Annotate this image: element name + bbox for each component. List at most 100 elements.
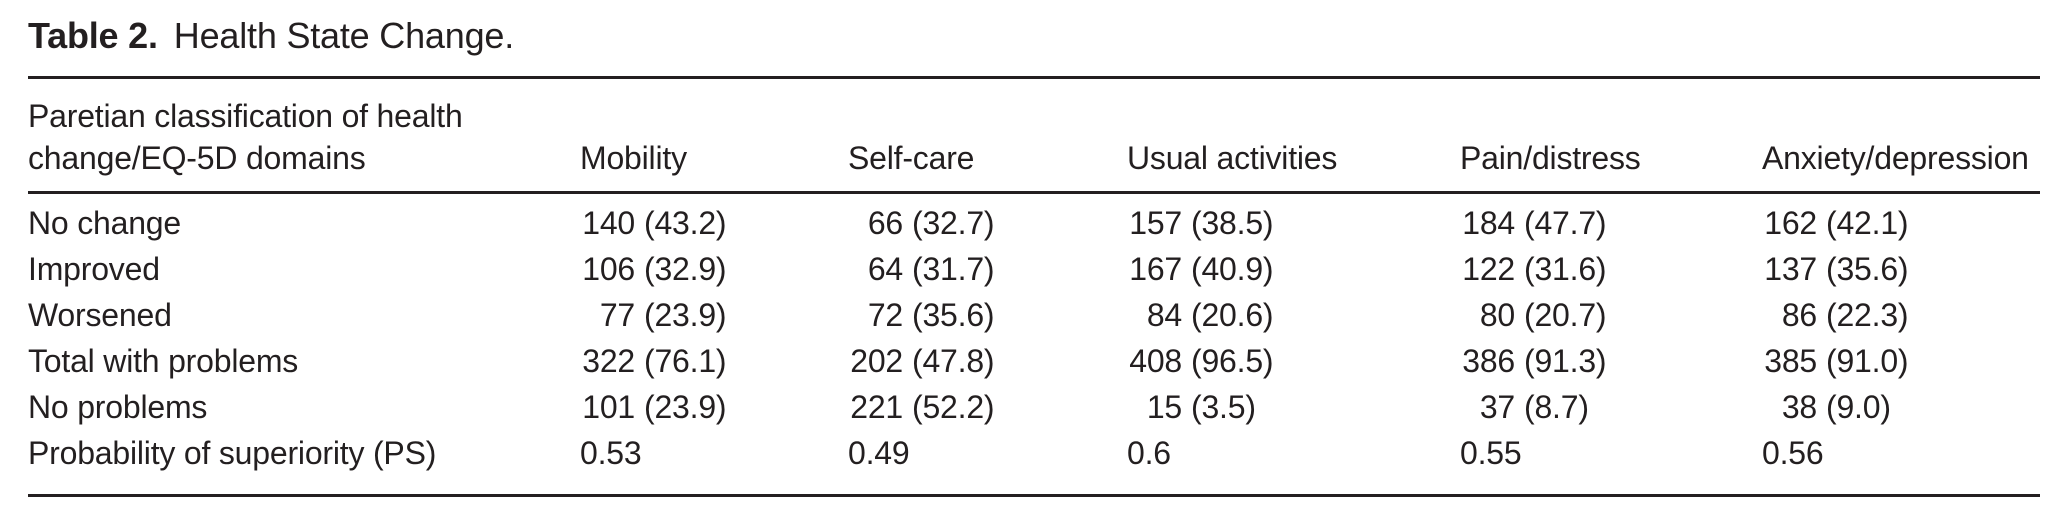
cell-anxiety-depression: 0.56 <box>1762 430 2040 496</box>
cell-count: 167 <box>1129 251 1183 287</box>
cell-pain-distress: 80 (20.7) <box>1460 292 1762 338</box>
cell-count: 122 <box>1462 251 1516 287</box>
cell-count: 38 <box>1781 389 1818 425</box>
table-row-total-with-problems: Total with problems 322 (76.1) 202 (47.8) … <box>28 338 2040 384</box>
cell-count: 386 <box>1462 343 1516 379</box>
column-header-stub: Paretian classification of health change… <box>28 77 580 194</box>
health-state-change-table: Paretian classification of health change… <box>28 76 2040 497</box>
cell-usual-activities: 157 (38.5) <box>1127 193 1460 247</box>
cell-usual-activities: 84 (20.6) <box>1127 292 1460 338</box>
cell-value: 0.6 <box>1127 435 1171 471</box>
cell-anxiety-depression: 137 (35.6) <box>1762 246 2040 292</box>
row-label: Worsened <box>28 297 172 333</box>
cell-percent: (52.2) <box>911 389 995 425</box>
stub-header-line1: Paretian classification of health <box>28 98 463 134</box>
cell-percent: (40.9) <box>1190 251 1274 287</box>
cell-count: 202 <box>850 343 904 379</box>
cell-percent: (76.1) <box>643 343 727 379</box>
cell-usual-activities: 0.6 <box>1127 430 1460 496</box>
cell-pain-distress: 122 (31.6) <box>1460 246 1762 292</box>
cell-pain-distress: 37 (8.7) <box>1460 384 1762 430</box>
cell-percent: (23.9) <box>643 389 727 425</box>
cell-count: 157 <box>1129 205 1183 241</box>
cell-percent: (91.3) <box>1523 343 1607 379</box>
cell-percent: (3.5) <box>1190 389 1256 425</box>
table-row-improved: Improved 106 (32.9) 64 (31.7) 167 (40.9) 12… <box>28 246 2040 292</box>
cell-value: 0.53 <box>580 435 642 471</box>
row-label: Probability of superiority (PS) <box>28 435 437 471</box>
cell-percent: (35.6) <box>1825 251 1909 287</box>
table-header: Paretian classification of health change… <box>28 77 2040 194</box>
cell-percent: (32.9) <box>643 251 727 287</box>
cell-self-care: 0.49 <box>848 430 1127 496</box>
cell-anxiety-depression: 86 (22.3) <box>1762 292 2040 338</box>
table-caption-text: Health State Change. <box>173 15 515 56</box>
cell-usual-activities: 408 (96.5) <box>1127 338 1460 384</box>
cell-percent: (42.1) <box>1825 205 1909 241</box>
cell-percent: (47.8) <box>911 343 995 379</box>
cell-pain-distress: 386 (91.3) <box>1460 338 1762 384</box>
cell-mobility: 77 (23.9) <box>580 292 848 338</box>
table-row-probability-of-superiority: Probability of superiority (PS) 0.53 0.4… <box>28 430 2040 496</box>
cell-count: 66 <box>867 205 904 241</box>
cell-percent: (22.3) <box>1825 297 1909 333</box>
cell-count: 101 <box>582 389 636 425</box>
cell-self-care: 202 (47.8) <box>848 338 1127 384</box>
cell-percent: (8.7) <box>1523 389 1589 425</box>
stub-header-line2: change/EQ-5D domains <box>28 140 366 176</box>
row-label: Improved <box>28 251 160 287</box>
cell-percent: (96.5) <box>1190 343 1274 379</box>
column-header-self-care: Self-care <box>848 77 1127 194</box>
table-body: No change 140 (43.2) 66 (32.7) 157 (38.5) 1… <box>28 193 2040 496</box>
cell-count: 106 <box>582 251 636 287</box>
cell-percent: (32.7) <box>911 205 995 241</box>
cell-count: 80 <box>1479 297 1516 333</box>
cell-percent: (91.0) <box>1825 343 1909 379</box>
cell-count: 140 <box>582 205 636 241</box>
cell-count: 184 <box>1462 205 1516 241</box>
column-header-usual-activities: Usual activities <box>1127 77 1460 194</box>
cell-value: 0.55 <box>1460 435 1522 471</box>
cell-self-care: 64 (31.7) <box>848 246 1127 292</box>
cell-anxiety-depression: 162 (42.1) <box>1762 193 2040 247</box>
cell-anxiety-depression: 385 (91.0) <box>1762 338 2040 384</box>
column-header-mobility: Mobility <box>580 77 848 194</box>
table-row-no-change: No change 140 (43.2) 66 (32.7) 157 (38.5) 1… <box>28 193 2040 247</box>
column-header-anxiety-depression: Anxiety/depression <box>1762 77 2040 194</box>
cell-count: 385 <box>1764 343 1818 379</box>
cell-mobility: 140 (43.2) <box>580 193 848 247</box>
row-label: No problems <box>28 389 208 425</box>
cell-usual-activities: 15 (3.5) <box>1127 384 1460 430</box>
table-row-worsened: Worsened 77 (23.9) 72 (35.6) 84 (20.6) 80 (2… <box>28 292 2040 338</box>
row-label: No change <box>28 205 181 241</box>
cell-value: 0.49 <box>848 435 910 471</box>
cell-percent: (20.6) <box>1190 297 1274 333</box>
column-header-pain-distress: Pain/distress <box>1460 77 1762 194</box>
cell-percent: (31.7) <box>911 251 995 287</box>
cell-self-care: 72 (35.6) <box>848 292 1127 338</box>
cell-mobility: 101 (23.9) <box>580 384 848 430</box>
cell-percent: (38.5) <box>1190 205 1274 241</box>
row-label: Total with problems <box>28 343 299 379</box>
cell-count: 408 <box>1129 343 1183 379</box>
cell-pain-distress: 0.55 <box>1460 430 1762 496</box>
header-row: Paretian classification of health change… <box>28 77 2040 194</box>
cell-count: 72 <box>867 297 904 333</box>
cell-mobility: 0.53 <box>580 430 848 496</box>
cell-percent: (31.6) <box>1523 251 1607 287</box>
cell-percent: (9.0) <box>1825 389 1891 425</box>
cell-usual-activities: 167 (40.9) <box>1127 246 1460 292</box>
cell-count: 137 <box>1764 251 1818 287</box>
cell-count: 86 <box>1781 297 1818 333</box>
cell-self-care: 66 (32.7) <box>848 193 1127 247</box>
cell-count: 77 <box>599 297 636 333</box>
cell-mobility: 106 (32.9) <box>580 246 848 292</box>
cell-count: 322 <box>582 343 636 379</box>
cell-count: 221 <box>850 389 904 425</box>
cell-count: 15 <box>1146 389 1183 425</box>
cell-anxiety-depression: 38 (9.0) <box>1762 384 2040 430</box>
cell-value: 0.56 <box>1762 435 1824 471</box>
cell-count: 37 <box>1479 389 1516 425</box>
cell-mobility: 322 (76.1) <box>580 338 848 384</box>
